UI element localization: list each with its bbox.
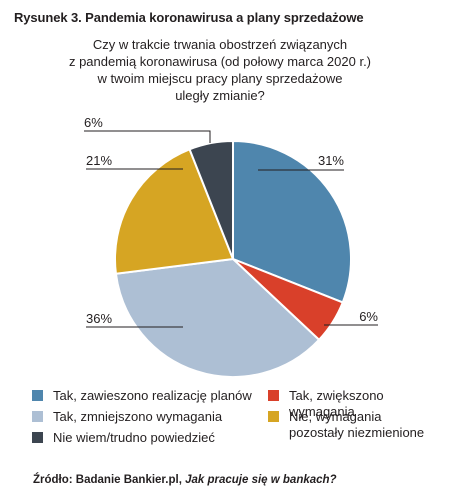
legend-label: Tak, zawieszono realizację planów [53,388,252,403]
question-line: w twoim miejscu pracy plany sprzedażowe [97,71,343,86]
value-label: 31% [318,153,344,168]
legend-label: Nie wiem/trudno powiedzieć [53,430,215,445]
source-note: Źródło: Badanie Bankier.pl, Jak pracuje … [33,474,337,486]
legend-label: Tak, zwiększono wymagania [289,388,384,419]
legend-item-zawieszono: Tak, zawieszono realizację planów [32,388,252,404]
legend-item-zmniejszono: Tak, zmniejszono wymagania [32,409,222,425]
value-label: 6% [84,115,103,130]
pie-slice [232,139,352,304]
pie-slice [114,257,321,378]
legend-swatch [32,411,43,422]
pie-slice [114,147,235,275]
leader-line [84,130,211,143]
chart-question: Czy w trakcie trwania obostrzeń związany… [40,36,400,104]
legend-swatch [32,390,43,401]
value-labels: 31% 6% 36% 21% 6% [84,115,378,326]
legend-item-zwiekszono: Tak, zwiększono wymagania [268,388,449,420]
source-prefix: Źródło: Badanie Bankier.pl, [33,474,186,486]
leader-lines [84,130,378,328]
question-line: z pandemią koronawirusa (od połowy marca… [68,54,372,69]
legend-item-nie-wiem: Nie wiem/trudno powiedzieć [32,430,215,446]
pie-slice [188,139,234,260]
legend-label: Tak, zmniejszono wymagania [53,409,223,424]
legend-swatch [32,432,43,443]
question-line: Czy w trakcie trwania obostrzeń związany… [92,37,348,52]
question-line: uległy zmianie? [175,88,265,103]
pie-slices [114,139,352,378]
value-label: 36% [86,311,112,326]
figure-title: Rysunek 3. Pandemia koronawirusa a plany… [14,10,364,25]
legend-label: Nie, wymagania pozostały niezmienione [289,409,425,440]
legend-swatch [268,390,279,401]
legend-swatch [268,411,279,422]
source-title: Jak pracuje się w bankach? [185,474,337,486]
value-label: 6% [359,309,378,324]
legend-item-niezmienione: Nie, wymagania pozostały niezmienione [268,409,438,441]
value-label: 21% [86,153,112,168]
